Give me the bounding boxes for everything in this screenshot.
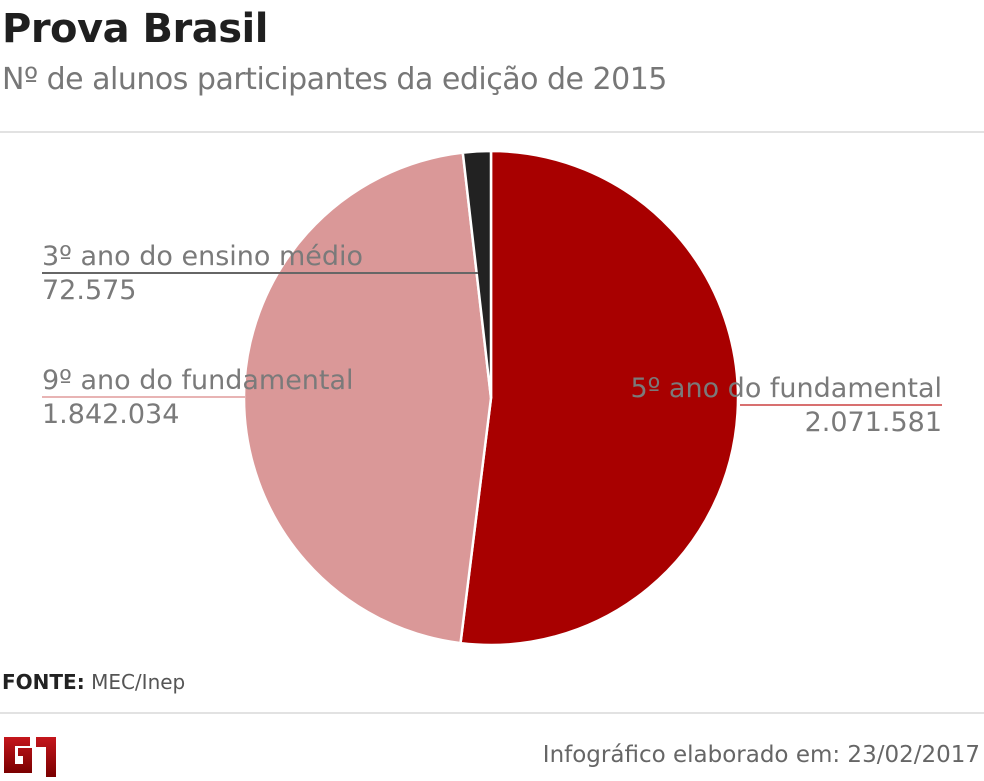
label-9-ano: 9º ano do fundamental 1.842.034 [42,364,354,432]
g1-logo [2,733,62,781]
label-5-ano-value: 2.071.581 [804,407,942,438]
label-9-ano-name: 9º ano do fundamental [42,365,354,396]
label-5-ano-name: 5º ano do fundamental [630,373,942,404]
divider-bottom [0,712,984,714]
source: FONTE: MEC/Inep [2,670,185,694]
slice-3-ano [461,149,493,399]
slice-5-ano [459,149,740,647]
label-9-ano-value: 1.842.034 [42,399,180,430]
label-3-ano-value: 72.575 [42,275,137,306]
source-text: MEC/Inep [91,670,186,694]
divider-top [0,131,984,133]
label-5-ano: 5º ano do fundamental 2.071.581 [630,372,942,440]
label-3-ano-name: 3º ano do ensino médio [42,241,364,272]
chart-title: Prova Brasil [2,6,268,52]
chart-subtitle: Nº de alunos participantes da edição de … [2,62,667,97]
footer-date: Infográfico elaborado em: 23/02/2017 [542,742,980,768]
label-3-ano: 3º ano do ensino médio 72.575 [42,240,363,308]
source-label: FONTE: [2,670,85,694]
